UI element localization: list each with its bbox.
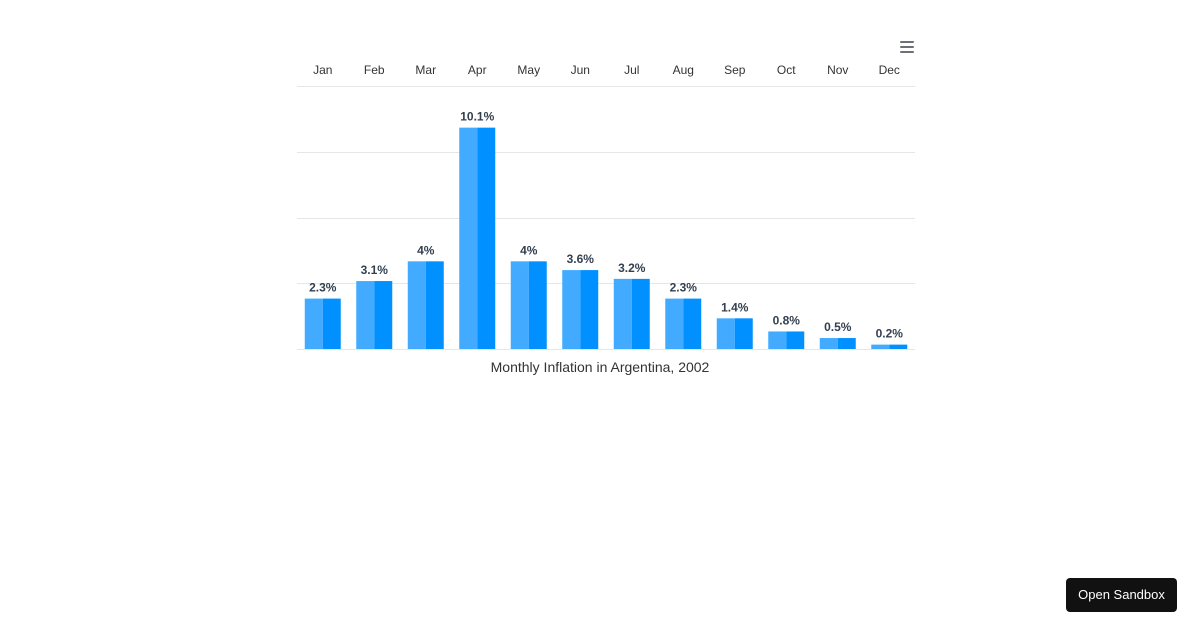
x-tick-label: May [517,63,540,77]
bar-aug[interactable] [665,298,702,349]
x-tick-label: Dec [879,63,900,77]
grid-lines [297,86,915,350]
x-tick-label: Mar [415,63,436,77]
data-label: 2.3% [309,281,337,295]
bar-left-face [356,281,375,349]
bar-feb[interactable] [356,281,393,349]
data-labels: 2.3% 3.1% 4% 10.1% 4% 3.6% 3.2% 2.3% 1.4% 0.8% 0.5… [309,110,903,341]
x-tick-label: Jul [624,63,639,77]
data-label: 0.8% [773,313,801,327]
bar-left-face [819,338,838,349]
bar-right-face [631,278,650,349]
bar-jul[interactable] [613,278,650,349]
x-tick-label: Aug [673,63,694,77]
bar-left-face [613,278,632,349]
x-tick-label: Oct [777,63,796,77]
x-axis: Jan Feb Mar Apr May Jun Jul Aug Sep Oct Nov Dec [313,63,900,77]
bar-sep[interactable] [716,318,753,349]
bar-right-face [528,261,547,349]
bar-left-face [768,331,787,349]
bar-right-face [734,318,753,349]
x-tick-label: Jun [571,63,590,77]
data-label: 0.2% [876,327,904,341]
data-label: 1.4% [721,300,749,314]
bar-apr[interactable] [459,127,496,350]
bar-left-face [665,298,684,349]
bar-left-face [304,298,323,349]
bar-left-face [407,261,426,349]
bar-right-face [786,331,805,349]
bar-mar[interactable] [407,261,444,349]
bar-left-face [562,270,581,349]
bar-dec[interactable] [871,344,908,349]
data-label: 2.3% [670,281,698,295]
bar-right-face [837,338,856,349]
open-sandbox-button[interactable]: Open Sandbox [1066,578,1177,612]
bar-nov[interactable] [819,338,856,349]
bar-jan[interactable] [304,298,341,349]
bar-right-face [889,344,908,349]
bar-right-face [374,281,393,349]
x-tick-label: Feb [364,63,385,77]
x-tick-label: Sep [724,63,746,77]
data-label: 4% [520,243,538,257]
data-label: 4% [417,243,435,257]
bar-jun[interactable] [562,270,599,349]
bar-right-face [425,261,444,349]
data-label: 3.1% [361,263,389,277]
bar-right-face [477,127,496,350]
bar-left-face [716,318,735,349]
x-tick-label: Jan [313,63,332,77]
bar-oct[interactable] [768,331,805,349]
bar-left-face [871,344,890,349]
bars [304,127,908,350]
data-label: 3.2% [618,261,646,275]
bar-left-face [510,261,529,349]
bar-right-face [580,270,599,349]
bar-left-face [459,127,478,350]
bar-right-face [322,298,341,349]
data-label: 3.6% [567,252,595,266]
bar-right-face [683,298,702,349]
x-tick-label: Apr [468,63,487,77]
hamburger-menu-icon[interactable] [898,39,918,55]
x-tick-label: Nov [827,63,848,77]
data-label: 0.5% [824,320,852,334]
data-label: 10.1% [460,110,494,124]
chart-title: Monthly Inflation in Argentina, 2002 [491,359,710,375]
bar-may[interactable] [510,261,547,349]
